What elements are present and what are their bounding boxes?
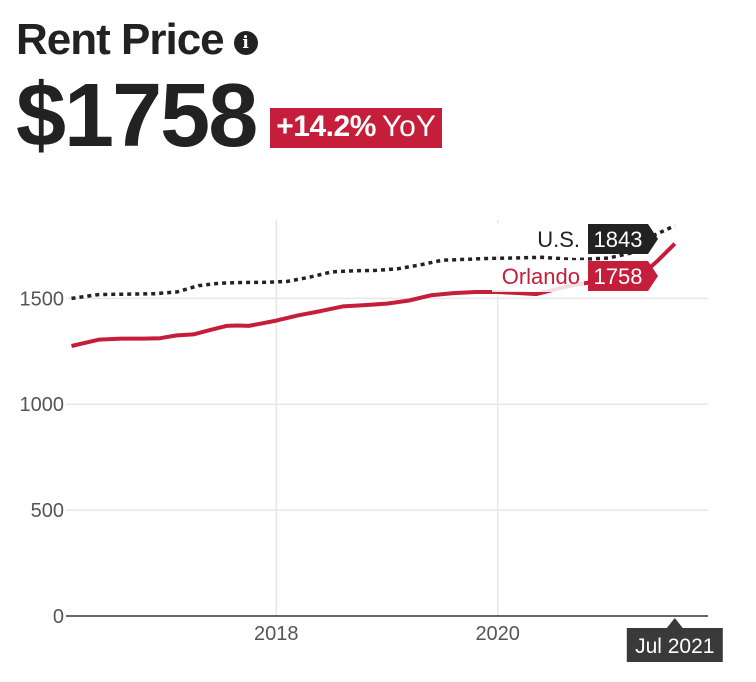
series-name-label: Orlando [502,264,580,289]
tooltip-arrow [666,618,683,628]
tooltip-date: Jul 2021 [635,635,714,658]
page-title: Rent Price [16,15,225,64]
yoy-change: +14.2% [276,110,376,143]
rent-price-value: $1758 [16,66,258,166]
series-label-halo [492,223,584,255]
series-value-label: 1758 [594,264,643,289]
header: Rent Price i $1758 +14.2% YoY [16,14,442,164]
title-row: Rent Price i [16,14,442,66]
value-row: $1758 +14.2% YoY [16,68,442,164]
y-tick-label: 1000 [20,394,65,416]
series-value-box [588,224,648,254]
series-lines [71,224,677,348]
tooltip-box [626,628,723,662]
series-name-label: U.S. [537,227,580,252]
yoy-badge: +14.2% YoY [270,108,442,148]
yoy-label: YoY [381,110,436,143]
series-value-label: 1843 [594,227,643,252]
series-value-box [588,261,648,291]
series-end-labels: U.S. 1843 Orlando 1758 [492,223,658,292]
y-axis-labels: 0 500 1000 1500 [20,288,65,628]
series-value-pointer [648,224,658,254]
grid-lines [66,220,708,616]
info-icon[interactable]: i [233,31,258,55]
series-value-pointer [648,261,658,291]
series-label-halo [492,260,584,292]
y-tick-label: 0 [53,606,64,628]
x-tick-label: 2020 [475,623,520,645]
y-tick-label: 1500 [20,288,65,310]
series-line [71,224,676,301]
date-tooltip: Jul 2021 [626,618,723,662]
y-tick-label: 500 [31,500,64,522]
x-axis-labels: 2018 2020 [254,623,520,645]
x-tick-label: 2018 [254,623,299,645]
